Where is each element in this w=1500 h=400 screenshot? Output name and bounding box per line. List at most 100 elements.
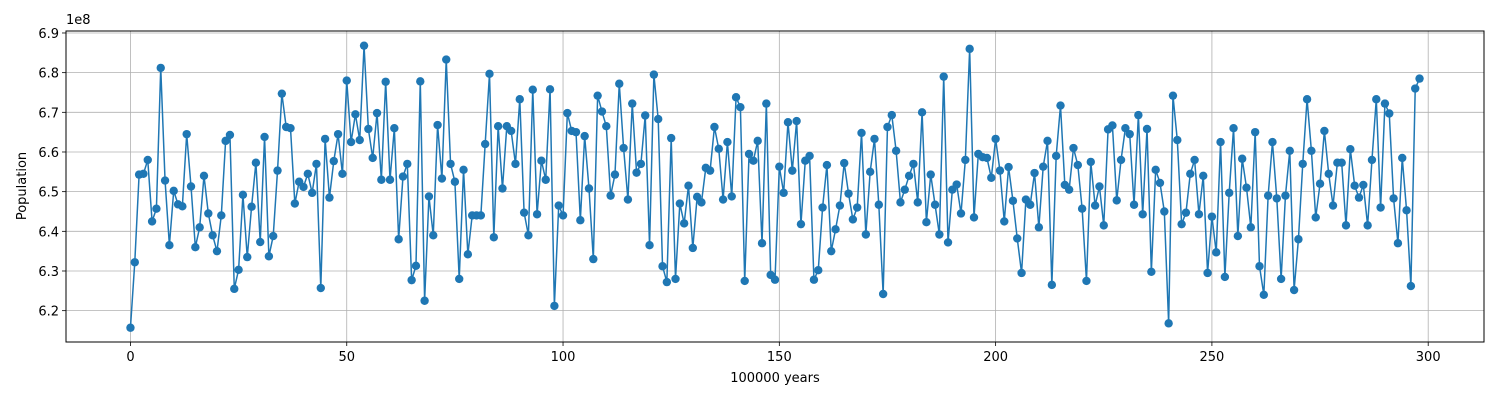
data-point <box>273 166 282 175</box>
data-point <box>749 156 758 165</box>
data-point <box>930 200 940 209</box>
data-point <box>589 254 598 264</box>
data-point <box>1147 267 1156 276</box>
data-point <box>152 204 161 213</box>
data-point <box>632 168 641 177</box>
data-point <box>610 170 620 179</box>
data-point <box>1402 206 1411 215</box>
data-point <box>398 172 408 181</box>
data-point <box>896 198 905 207</box>
data-point <box>225 130 235 140</box>
data-point <box>1190 155 1199 165</box>
data-point <box>865 167 875 177</box>
data-point <box>143 155 152 165</box>
data-point <box>342 76 351 85</box>
data-point <box>1168 91 1178 100</box>
data-point <box>835 201 845 210</box>
data-point <box>1359 180 1368 190</box>
data-point <box>731 93 741 102</box>
data-point <box>1242 183 1251 192</box>
data-point <box>796 219 806 229</box>
data-point <box>1320 126 1329 136</box>
data-point <box>675 199 685 208</box>
data-point <box>909 159 918 169</box>
data-point <box>883 122 892 132</box>
data-point <box>1225 188 1234 198</box>
data-point <box>740 276 749 286</box>
data-point <box>541 175 550 184</box>
data-point <box>1000 217 1009 226</box>
data-point <box>576 216 585 225</box>
data-point <box>1095 182 1104 191</box>
data-point <box>1255 262 1264 271</box>
data-point <box>1411 84 1420 93</box>
data-point <box>1064 185 1074 194</box>
data-point <box>1194 210 1204 219</box>
data-point <box>126 323 135 332</box>
data-point <box>636 159 646 169</box>
data-point <box>818 203 827 212</box>
y-tick-label: 6.4 <box>38 225 59 240</box>
data-point <box>917 108 927 117</box>
y-tick-label: 6.2 <box>38 305 59 320</box>
data-point <box>182 129 191 139</box>
data-point <box>1207 212 1217 221</box>
data-point <box>1077 204 1087 213</box>
data-point <box>671 274 680 284</box>
data-point <box>1385 109 1394 118</box>
data-point <box>1116 155 1126 165</box>
data-point <box>649 70 659 79</box>
data-point <box>260 132 269 142</box>
data-point <box>727 192 736 201</box>
data-point <box>429 231 438 240</box>
data-point <box>217 211 226 220</box>
data-point <box>654 114 663 124</box>
x-tick-label: 100 <box>551 350 576 365</box>
data-point <box>723 137 732 147</box>
data-point <box>165 241 174 250</box>
data-point <box>1026 200 1035 209</box>
data-point <box>234 265 243 275</box>
data-point <box>705 166 715 175</box>
data-point <box>1406 281 1416 291</box>
data-point <box>251 158 261 167</box>
data-point <box>191 242 200 252</box>
data-point <box>368 153 377 163</box>
data-point <box>489 233 499 242</box>
data-point <box>1203 268 1212 278</box>
data-point <box>1073 160 1083 170</box>
data-point <box>1341 221 1351 230</box>
data-point <box>757 239 767 248</box>
data-point <box>1155 178 1165 188</box>
data-point <box>307 188 317 198</box>
data-point <box>1311 213 1320 222</box>
data-point <box>450 177 460 186</box>
data-point <box>511 159 520 169</box>
data-point <box>208 231 217 240</box>
data-point <box>1415 74 1424 83</box>
data-point <box>1112 196 1121 205</box>
data-point <box>528 85 537 94</box>
data-point <box>377 175 386 184</box>
y-tick-label: 6.5 <box>38 186 59 201</box>
data-point <box>558 211 568 220</box>
data-point <box>1246 223 1256 232</box>
data-point <box>442 55 451 64</box>
data-point <box>463 250 473 259</box>
axes-frame <box>65 30 1485 343</box>
data-point <box>870 134 879 144</box>
data-point <box>433 120 442 130</box>
data-point <box>827 246 836 256</box>
data-point <box>961 155 970 165</box>
data-point <box>718 195 728 204</box>
data-point <box>1263 191 1273 200</box>
data-point <box>1129 200 1139 209</box>
data-point <box>615 79 624 88</box>
data-point <box>788 166 797 175</box>
data-point <box>1030 168 1039 178</box>
data-point <box>1389 194 1398 203</box>
data-point <box>545 85 555 94</box>
data-point <box>1233 231 1243 241</box>
data-point <box>485 69 494 79</box>
